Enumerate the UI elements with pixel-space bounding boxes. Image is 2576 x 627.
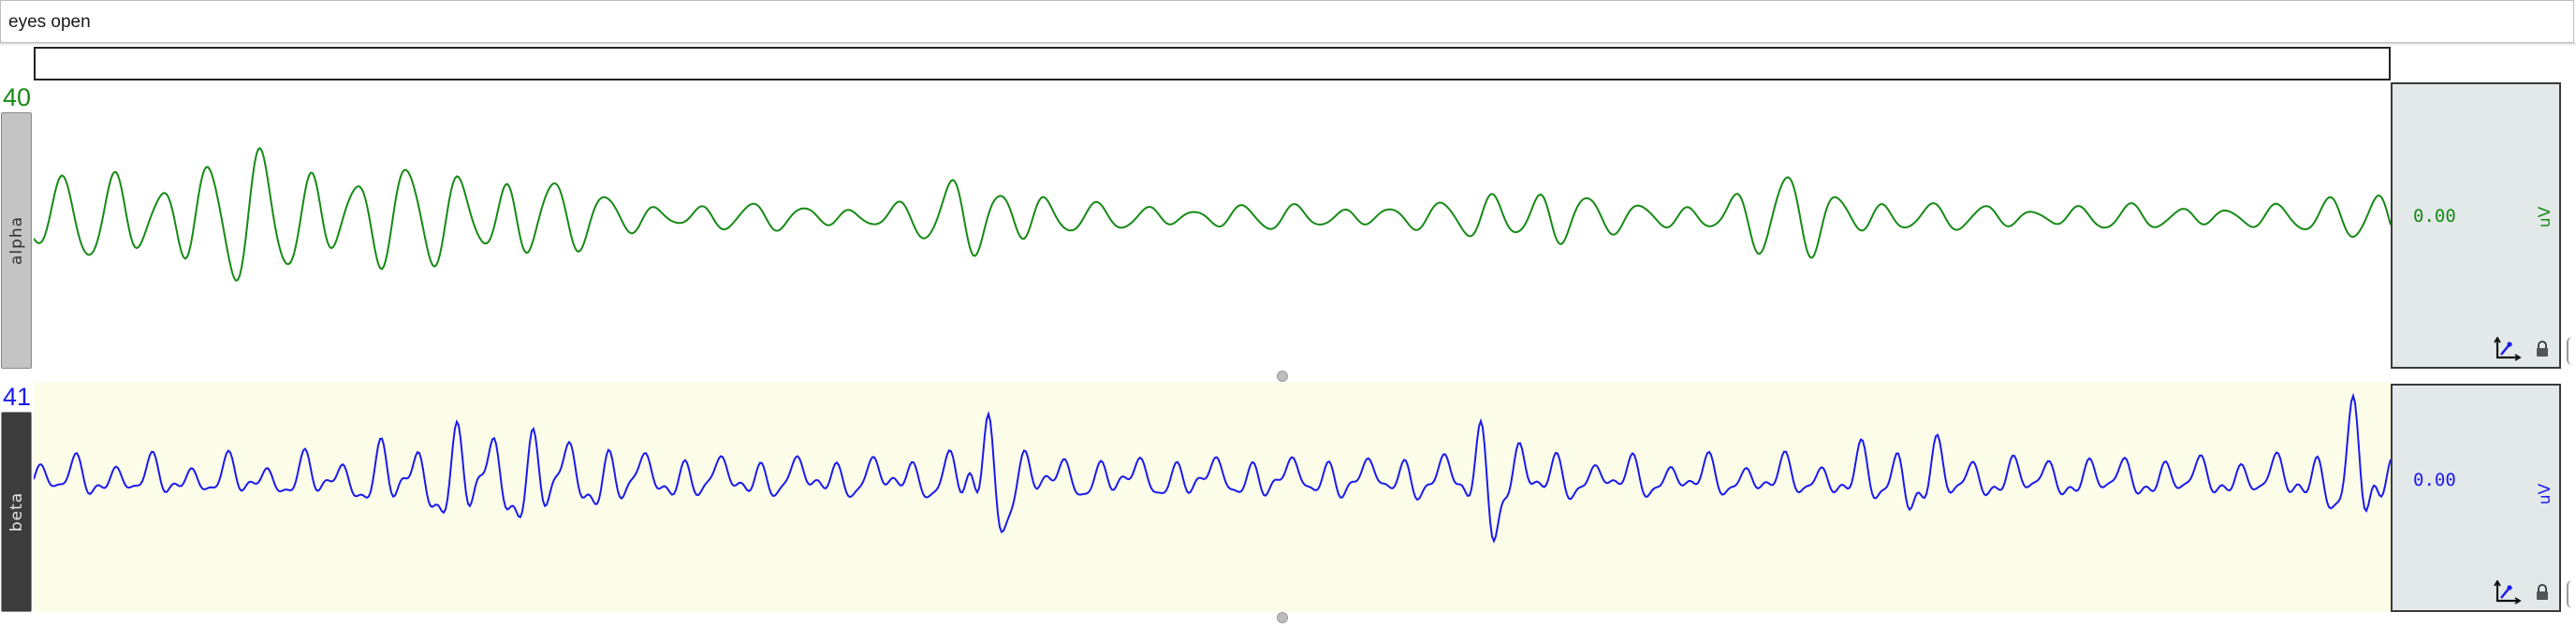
event-marker-bar[interactable] [34,47,2391,80]
channel-number: 41 [0,382,34,412]
row-resize-handle[interactable] [1277,371,1288,382]
trace-area-alpha[interactable] [34,82,2391,369]
channel-unit: uV [2535,483,2554,505]
axis-scale-icon[interactable] [2494,337,2522,361]
channel-label: beta [7,491,26,532]
channel-label: alpha [7,215,26,266]
lock-icon[interactable] [2535,341,2550,357]
scroll-edge[interactable] [2567,580,2576,608]
channel-offset-value: 0.00 [2413,206,2456,226]
channel-scale-panel-beta: 0.00 uV [2391,384,2561,612]
channel-row-alpha: 40 alpha 0.00 uV [0,82,2576,369]
comment-field[interactable]: eyes open [0,0,2574,43]
axis-scale-icon[interactable] [2494,580,2522,605]
waveform-alpha [34,147,2391,282]
waveform-trace-beta [34,392,2391,544]
comment-shadow [0,43,2576,46]
channel-label-tab-beta[interactable]: beta [1,412,32,612]
channel-label-tab-alpha[interactable]: alpha [1,112,32,369]
row-resize-handle[interactable] [1277,612,1288,623]
comment-text: eyes open [8,12,91,32]
channel-number: 40 [0,82,34,112]
waveform-beta [34,392,2391,544]
channel-scale-panel-alpha: 0.00 uV [2391,82,2561,369]
trace-area-beta[interactable] [34,382,2391,612]
channel-offset-value: 0.00 [2413,470,2456,490]
scroll-edge[interactable] [2567,337,2576,365]
waveform-trace-alpha [34,147,2391,282]
channel-row-beta: 41 beta 0.00 uV [0,382,2576,612]
lock-icon[interactable] [2535,584,2550,601]
channel-unit: uV [2535,206,2554,228]
